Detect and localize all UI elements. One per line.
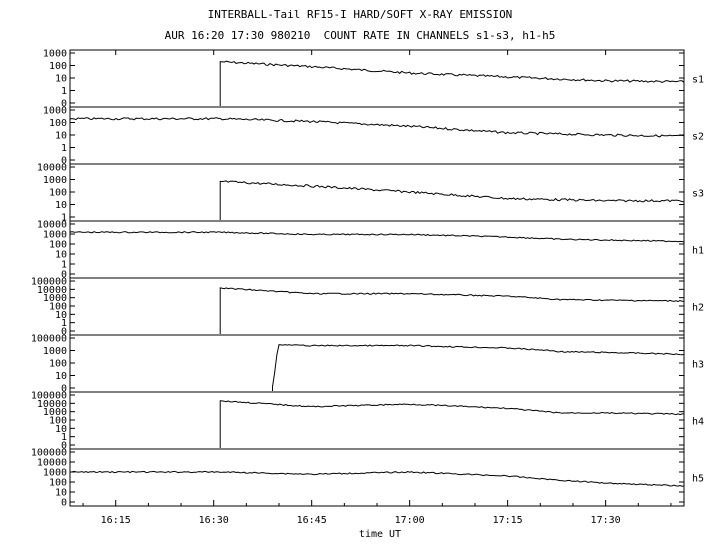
chart-title: INTERBALL-Tail RF15-I HARD/SOFT X-RAY EM… [207,8,513,21]
y-tick-label: 0 [61,498,67,509]
y-tick-label: 100000 [31,277,67,288]
series-line-h2 [219,287,685,334]
series-line-s3 [219,180,685,220]
panel-label: h1 [692,246,704,257]
x-tick-label: 17:15 [493,515,523,526]
y-tick-label: 0 [61,441,67,452]
y-tick-label: 1000 [43,106,67,117]
y-tick-label: 10 [55,488,67,499]
y-tick-label: 100 [49,61,67,72]
y-tick-label: 10 [55,424,67,435]
y-tick-label: 1 [61,213,67,224]
panel-label: s1 [692,75,704,86]
y-tick-label: 10000 [37,399,67,410]
y-tick-label: 0 [61,384,67,395]
y-tick-label: 1000 [43,49,67,60]
y-tick-label: 1000 [43,175,67,186]
y-tick-label: 1000 [43,346,67,357]
x-tick-label: 16:45 [297,515,327,526]
y-tick-label: 100 [49,359,67,370]
series-line-h3 [272,344,685,391]
y-tick-label: 10 [55,200,67,211]
y-tick-label: 10000 [37,285,67,296]
y-tick-label: 100 [49,478,67,489]
panel-label: h2 [692,303,704,314]
y-tick-label: 1 [61,318,67,329]
series-line-s1 [219,60,685,106]
y-tick-label: 0 [61,270,67,281]
y-tick-label: 100 [49,240,67,251]
y-tick-label: 100000 [31,391,67,402]
y-tick-label: 1 [61,86,67,97]
y-tick-label: 0 [61,156,67,167]
chart-subtitle: AUR 16:20 17:30 980210 COUNT RATE IN CHA… [164,29,556,42]
y-tick-label: 1000 [43,407,67,418]
y-tick-label: 1 [61,260,67,271]
y-tick-label: 10 [55,250,67,261]
series-line-h4 [219,400,684,448]
x-axis-label: time UT [359,529,401,540]
y-tick-label: 10 [55,310,67,321]
panel-label: s3 [692,189,704,200]
y-tick-label: 100 [49,188,67,199]
series-line-s2 [69,117,685,138]
y-tick-label: 0 [61,327,67,338]
y-tick-label: 100 [49,416,67,427]
panel-label: h5 [692,474,704,485]
y-tick-label: 100000 [31,334,67,345]
panel-label: h4 [692,417,704,428]
panel-label: h3 [692,360,704,371]
y-tick-label: 10 [55,131,67,142]
y-tick-label: 1000 [43,230,67,241]
y-tick-label: 100000 [31,448,67,459]
y-tick-label: 1 [61,143,67,154]
series-line-h5 [69,470,685,487]
x-tick-label: 17:30 [591,515,621,526]
x-tick-label: 16:15 [101,515,131,526]
y-tick-label: 1000 [43,293,67,304]
x-tick-label: 16:30 [199,515,229,526]
y-tick-label: 1000 [43,468,67,479]
x-tick-label: 17:00 [395,515,425,526]
panel-label: s2 [692,132,704,143]
y-tick-label: 10000 [37,458,67,469]
y-tick-label: 10000 [37,163,67,174]
series-line-h1 [69,231,685,243]
y-tick-label: 100 [49,302,67,313]
y-tick-label: 0 [61,99,67,110]
y-tick-label: 10000 [37,220,67,231]
y-tick-label: 100 [49,118,67,129]
y-tick-label: 10 [55,74,67,85]
y-tick-label: 10 [55,371,67,382]
y-tick-label: 1 [61,432,67,443]
